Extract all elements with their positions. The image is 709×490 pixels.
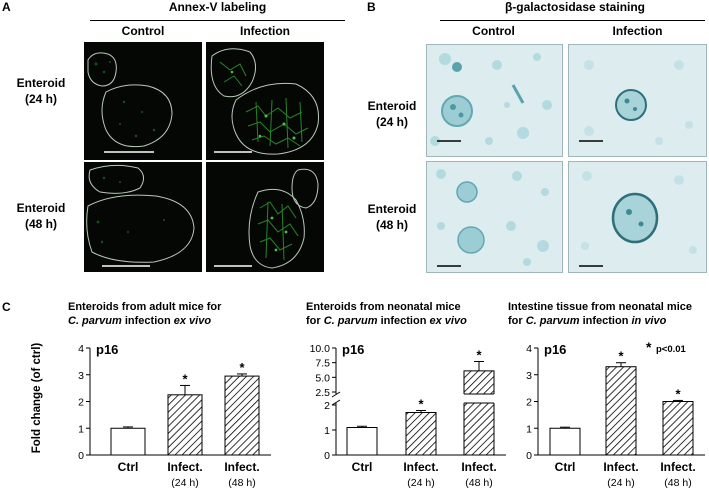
- chart3-bar: [605, 366, 637, 456]
- chart2-significance-star: *: [418, 397, 424, 412]
- chart1-category-label: Infect.: [224, 460, 259, 474]
- panel-a-row1-label: Enteroid (24 h): [16, 76, 66, 106]
- micrograph-a-infection-24h: [206, 42, 324, 160]
- chart2-y-tick-label: 2: [324, 400, 330, 412]
- chart2-y-tick-label: 1: [324, 425, 330, 437]
- chart2-y-tick-label: 5.0: [315, 372, 330, 384]
- chart3-y-tick-label: 2: [526, 397, 532, 409]
- chart3-gene-label: p16: [544, 342, 566, 357]
- chart3-y-tick-label: 0: [526, 450, 532, 462]
- chart1-bar: [167, 394, 203, 456]
- chart3-title: Intestine tissue from neonatal mice for …: [508, 301, 692, 327]
- chart2-category-sublabel: (24 h): [407, 477, 434, 489]
- panel-b-letter: B: [367, 0, 376, 14]
- chart2-category-label: Infect.: [461, 460, 496, 474]
- y-axis-label: Fold change (of ctrl): [31, 343, 43, 454]
- panel-a-title-rule: [90, 20, 345, 21]
- chart3-annotation-text: p<0.01: [656, 344, 687, 355]
- panel-a-row2-label: Enteroid (48 h): [16, 201, 66, 231]
- panel-b-row1-label: Enteroid (24 h): [367, 99, 417, 129]
- chart2-plot: [331, 347, 506, 456]
- micrograph-a-infection-48h: [206, 162, 324, 272]
- chart3-category-label: Infect.: [660, 460, 695, 474]
- panel-b-row2-label: Enteroid (48 h): [367, 202, 417, 232]
- panel-a-letter: A: [2, 0, 11, 14]
- chart2-axis-break-mark: [331, 391, 341, 398]
- micrograph-b-infection-48h: [568, 161, 707, 273]
- chart3-y-tick-label: 3: [526, 370, 532, 382]
- chart1-y-tick-label: 3: [78, 370, 84, 382]
- micrograph-b-control-24h: [426, 44, 563, 157]
- chart2-category-sublabel: (48 h): [465, 477, 492, 489]
- chart2-y-tick-label: 10.0: [310, 343, 331, 355]
- chart2-bar: [346, 427, 378, 456]
- chart3-y-tick-label: 4: [526, 343, 532, 355]
- panel-a-col-control: Control: [121, 24, 165, 38]
- chart1-y-tick-label: 1: [78, 423, 84, 435]
- chart1-title: Enteroids from adult mice for C. parvum …: [68, 301, 222, 327]
- micrograph-a-control-48h: [84, 162, 202, 272]
- chart1-category-label: Ctrl: [118, 460, 139, 474]
- chart1-significance-star: *: [182, 371, 188, 386]
- chart2-bar: [405, 412, 437, 456]
- chart3-category-sublabel: (48 h): [664, 477, 691, 489]
- chart1-plot: [86, 347, 271, 456]
- chart3-significance-star: *: [618, 349, 624, 364]
- micrograph-a-control-24h: [84, 42, 202, 160]
- micrograph-b-control-48h: [426, 161, 563, 273]
- chart1-category-sublabel: (48 h): [228, 477, 255, 489]
- chart1-y-tick-label: 4: [78, 343, 84, 355]
- panel-c-letter: C: [2, 300, 11, 314]
- panel-b-col-infection: Infection: [612, 24, 663, 38]
- chart3-category-sublabel: (24 h): [607, 477, 634, 489]
- chart2-title: Enteroids from neonatal mice for C. parv…: [306, 301, 467, 327]
- chart1-category-label: Infect.: [167, 460, 202, 474]
- chart2-bar-break: [463, 394, 495, 403]
- chart2-y-tick-label: 7.5: [315, 358, 330, 370]
- chart1-y-tick-label: 0: [78, 450, 84, 462]
- chart3-y-tick-label: 1: [526, 423, 532, 435]
- panel-a-col-infection: Infection: [240, 24, 290, 38]
- chart2-y-tick-label: 2.5: [315, 387, 330, 399]
- chart1-y-tick-label: 2: [78, 397, 84, 409]
- chart1-bar: [224, 375, 260, 456]
- chart2-gene-label: p16: [342, 342, 364, 357]
- chart3-category-label: Infect.: [603, 460, 638, 474]
- chart1-significance-star: *: [239, 360, 245, 375]
- chart3-annotation-star: *: [646, 339, 652, 355]
- chart3-bar: [549, 427, 581, 456]
- panel-b-title: β-galactosidase staining: [504, 0, 646, 14]
- chart1-category-sublabel: (24 h): [171, 477, 198, 489]
- chart3-plot: [534, 347, 705, 456]
- chart1-gene-label: p16: [96, 342, 118, 357]
- chart2-y-tick-label: 0: [324, 450, 330, 462]
- panel-a-title: Annex-V labeling: [168, 0, 267, 14]
- panel-b-title-rule: [440, 20, 705, 21]
- chart3-bar: [662, 401, 694, 456]
- chart2-category-label: Ctrl: [352, 460, 373, 474]
- chart3-category-label: Ctrl: [555, 460, 576, 474]
- micrograph-b-infection-24h: [568, 44, 707, 157]
- chart3-significance-star: *: [675, 386, 681, 401]
- panel-b-col-control: Control: [472, 24, 515, 38]
- chart2-category-label: Infect.: [403, 460, 438, 474]
- chart2-significance-star: *: [476, 347, 482, 362]
- chart2-bar: [463, 370, 495, 456]
- chart1-bar: [110, 427, 146, 456]
- chart2-axis-break-mark: [331, 399, 341, 406]
